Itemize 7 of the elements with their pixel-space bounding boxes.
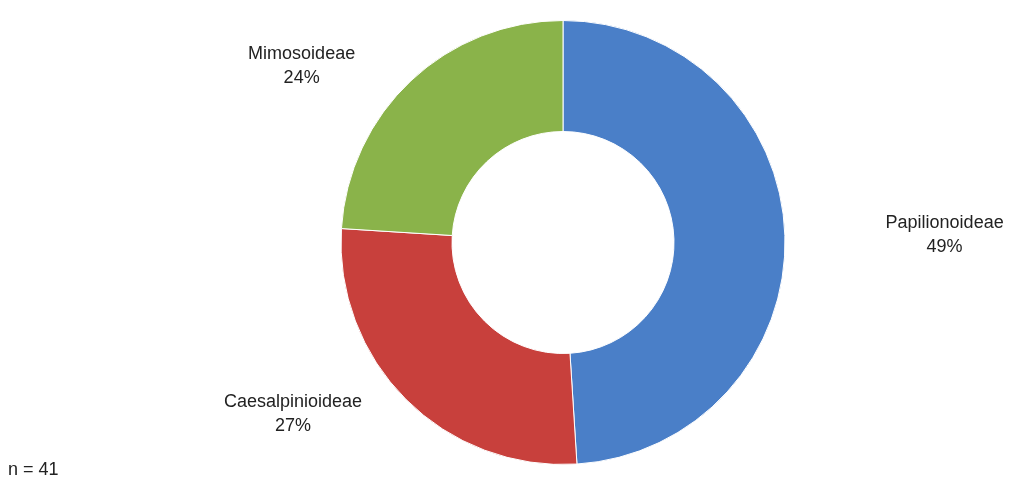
data-label: 27% (275, 414, 312, 435)
slice-label: Caesalpinioideae (223, 390, 363, 411)
data-label: 24% (283, 67, 320, 88)
slice-label: Mimosoideae (248, 43, 356, 64)
slice-label: Papilionoideae (885, 211, 1004, 232)
data-label: 49% (926, 235, 963, 256)
text: n = 41 (8, 458, 59, 479)
